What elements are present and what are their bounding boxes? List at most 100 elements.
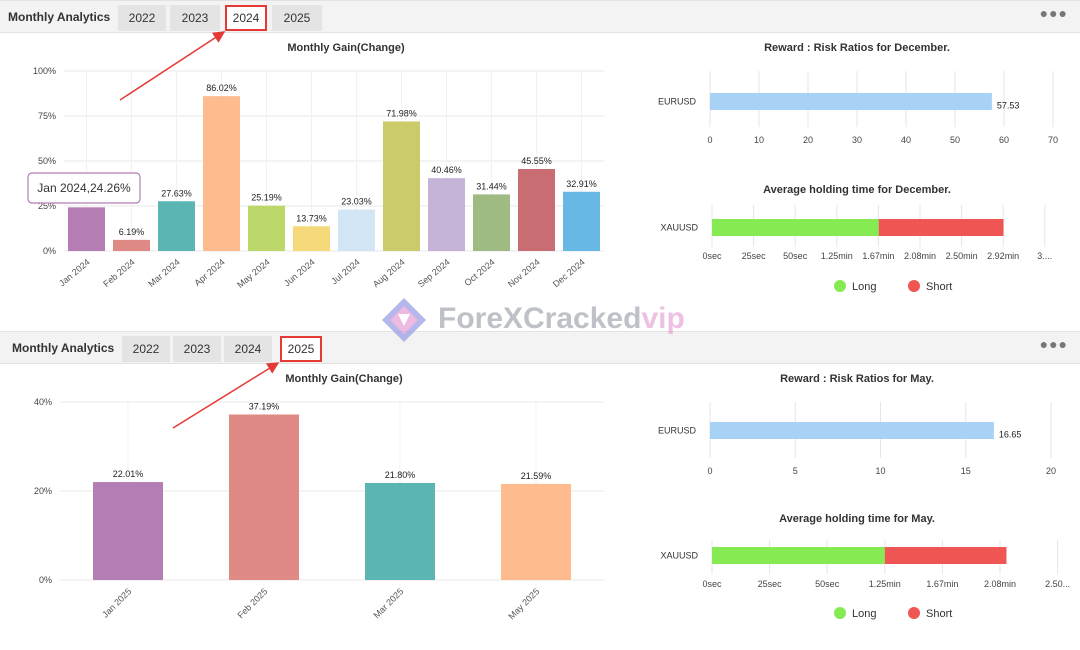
data-label: 45.55% — [521, 156, 552, 166]
x-tick-label: 0sec — [702, 579, 722, 589]
x-tick-label: May 2025 — [506, 586, 541, 621]
tab-2023[interactable]: 2023 — [173, 336, 221, 362]
chart-title: Monthly Gain(Change) — [285, 373, 403, 385]
y-category-label: EURUSD — [658, 97, 697, 107]
watermark-logo: ForeXCrackedvip — [378, 296, 708, 348]
x-tick-label: 70 — [1048, 135, 1058, 145]
tab-2024[interactable]: 2024 — [224, 336, 272, 362]
tab-2025[interactable]: 2025 — [272, 5, 322, 31]
chart-title: Average holding time for December. — [763, 184, 951, 196]
bar — [93, 482, 163, 580]
x-tick-label: 0 — [707, 135, 712, 145]
data-label: 25.19% — [251, 193, 282, 203]
tab-bar: Monthly Analytics 2022 2023 2024 2025 ●●… — [0, 1, 1080, 33]
tab-2025[interactable]: 2025 — [280, 336, 322, 362]
bar-long — [712, 219, 879, 236]
bar — [203, 96, 240, 251]
panel-title: Monthly Analytics — [8, 10, 111, 24]
chart-tooltip: Jan 2024,24.26% — [27, 172, 141, 204]
x-tick-label: 15 — [961, 466, 971, 476]
y-tick-label: 100% — [33, 66, 56, 76]
data-label: 13.73% — [296, 213, 327, 223]
x-tick-label: 30 — [852, 135, 862, 145]
more-dots-icon[interactable]: ●●● — [1039, 336, 1068, 352]
bar — [428, 178, 465, 251]
data-label: 37.19% — [249, 402, 280, 412]
legend-label: Long — [852, 281, 876, 293]
bar-long — [712, 547, 885, 564]
x-tick-label: 10 — [754, 135, 764, 145]
x-tick-label: 0 — [707, 466, 712, 476]
y-tick-label: 20% — [34, 486, 52, 496]
x-tick-label: 40 — [901, 135, 911, 145]
x-tick-label: 20 — [1046, 466, 1056, 476]
data-label: 57.53 — [997, 101, 1020, 111]
data-label: 31.44% — [476, 181, 507, 191]
tab-2022[interactable]: 2022 — [118, 5, 166, 31]
x-tick-label: 5 — [793, 466, 798, 476]
x-tick-label: Mar 2024 — [146, 257, 182, 289]
tab-bar: Monthly Analytics 2022 2023 2024 2025 ●●… — [0, 332, 1080, 364]
tab-2022[interactable]: 2022 — [122, 336, 170, 362]
bar — [338, 209, 375, 251]
tab-2023[interactable]: 2023 — [170, 5, 220, 31]
data-label: 23.03% — [341, 197, 372, 207]
x-tick-label: Nov 2024 — [506, 257, 542, 289]
tab-2024[interactable]: 2024 — [225, 5, 267, 31]
bar — [710, 93, 992, 110]
x-tick-label: Mar 2025 — [371, 586, 405, 620]
x-tick-label: 1.25min — [869, 579, 901, 589]
x-tick-label: 2.08min — [984, 579, 1016, 589]
x-tick-label: 0sec — [702, 251, 722, 261]
x-tick-label: 50sec — [815, 579, 840, 589]
x-tick-label: 1.67min — [862, 251, 894, 261]
x-tick-label: Jun 2024 — [282, 257, 317, 288]
analytics-panel-2024: Monthly Analytics 2022 2023 2024 2025 ●●… — [0, 0, 1080, 318]
monthly-gain-chart: Monthly Gain(Change) 0% 20% 40% 22.01% Jan 20… — [34, 373, 604, 621]
x-tick-label: Apr 2024 — [192, 257, 226, 288]
legend-label: Long — [852, 608, 876, 620]
x-tick-label: Dec 2024 — [551, 257, 587, 289]
y-tick-label: 75% — [38, 111, 56, 121]
x-tick-label: 2.08min — [904, 251, 936, 261]
x-tick-label: 1.25min — [821, 251, 853, 261]
bar — [229, 414, 299, 580]
chart-title: Average holding time for May. — [779, 513, 935, 525]
tooltip-box — [27, 172, 141, 204]
legend-swatch — [834, 280, 846, 292]
watermark-accent: vip — [641, 302, 685, 335]
data-label: 21.80% — [385, 470, 416, 480]
y-tick-label: 0% — [39, 575, 52, 585]
chart-title: Reward : Risk Ratios for May. — [780, 373, 934, 385]
holding-time-chart: Average holding time for December. 0sec 25… — [660, 184, 1052, 293]
more-dots-icon[interactable]: ●●● — [1039, 5, 1068, 21]
x-tick-label: 50 — [950, 135, 960, 145]
bar — [501, 483, 571, 580]
data-label: 6.19% — [119, 227, 145, 237]
bar — [365, 482, 435, 580]
x-tick-label: 2.50... — [1045, 579, 1070, 589]
x-tick-label: Feb 2025 — [235, 586, 269, 620]
bar — [68, 207, 105, 251]
x-tick-label: 2.92min — [987, 251, 1019, 261]
chart-title: Monthly Gain(Change) — [287, 42, 405, 54]
y-category-label: EURUSD — [658, 426, 697, 436]
y-tick-label: 0% — [43, 246, 56, 256]
monthly-gain-chart: Monthly Gain(Change) 0% 25% 50% 75% 100% Jan 2… — [27, 42, 604, 290]
x-tick-label: Aug 2024 — [371, 257, 407, 289]
watermark-text: ForeXCracked — [438, 302, 642, 335]
analytics-panel-2025: Monthly Analytics 2022 2023 2024 2025 ●●… — [0, 331, 1080, 645]
data-label: 27.63% — [161, 188, 192, 198]
x-tick-label: 1.67min — [926, 579, 958, 589]
x-tick-label: Jan 2024 — [57, 257, 92, 288]
bar — [473, 194, 510, 251]
y-tick-label: 40% — [34, 397, 52, 407]
bar — [518, 169, 555, 251]
bar — [248, 205, 285, 251]
legend-label: Short — [926, 281, 952, 293]
data-label: 32.91% — [566, 179, 597, 189]
x-tick-label: Jul 2024 — [329, 257, 361, 287]
holding-time-chart: Average holding time for May. 0sec 25sec 50… — [660, 513, 1070, 620]
x-tick-label: 20 — [803, 135, 813, 145]
y-category-label: XAUUSD — [660, 551, 698, 561]
